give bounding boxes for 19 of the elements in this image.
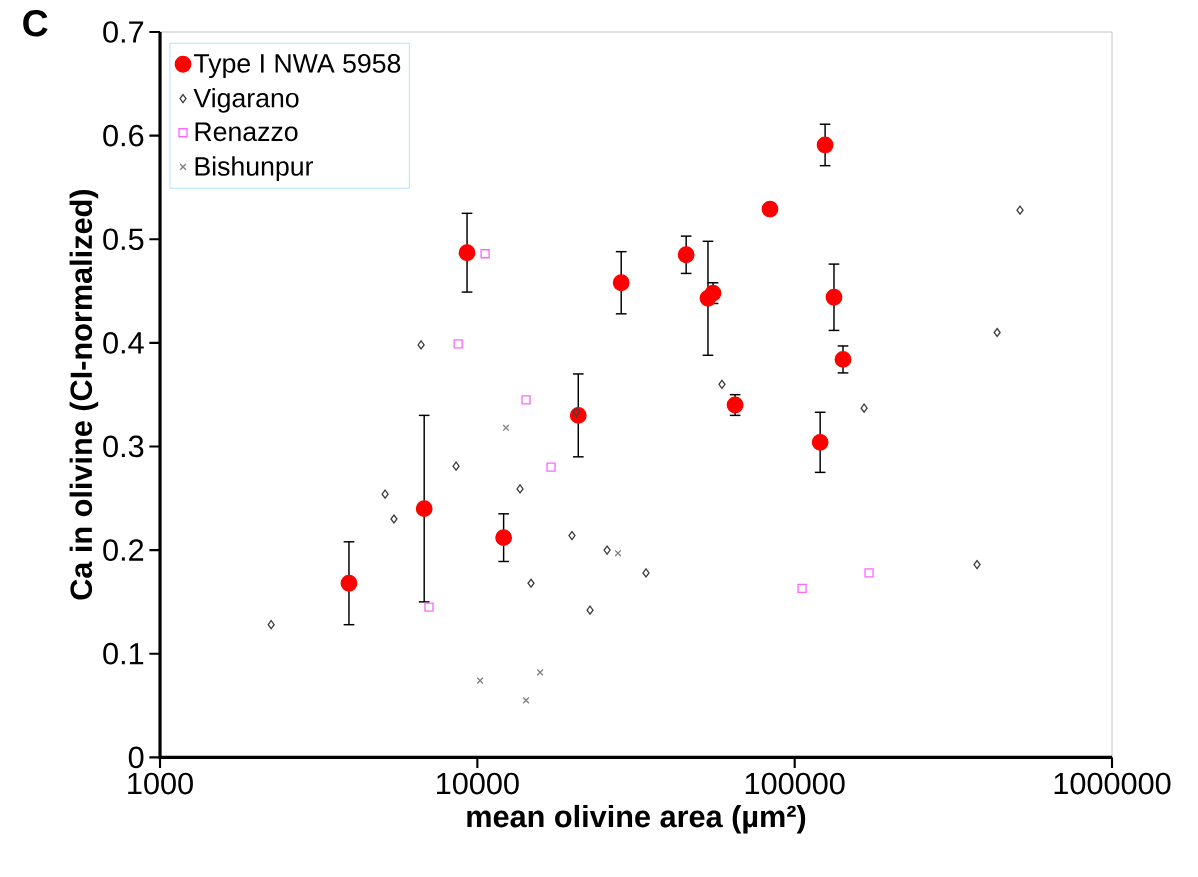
- x-tick-label: 1000: [128, 772, 193, 795]
- y-tick-label: 0: [128, 746, 144, 769]
- legend-label: Renazzo: [195, 122, 298, 142]
- x-tick-label: 10000: [437, 772, 519, 795]
- legend-label: Bishunpur: [195, 156, 313, 182]
- legend-label: Type I NWA 5958: [194, 53, 401, 79]
- y-tick-label: 0.5: [103, 228, 144, 251]
- legend-label: Vigarano: [193, 87, 299, 113]
- y-tick-label: 0.3: [103, 435, 144, 458]
- y-tick-label: 0.6: [103, 124, 144, 147]
- y-tick-label: 0.7: [103, 21, 144, 43]
- x-tick-label: 100000: [745, 772, 845, 795]
- text: C: [23, 10, 48, 37]
- y-tick-label: 0.4: [103, 331, 144, 354]
- y-tick-label: 0.2: [103, 539, 144, 561]
- y-tick-label: 0.1: [103, 642, 144, 665]
- y-axis-title: Ca in olivine (CI-normalized): [69, 190, 99, 600]
- x-axis-title: mean olivine area (µm²): [467, 804, 806, 834]
- x-tick-label: 1000000: [1054, 772, 1171, 795]
